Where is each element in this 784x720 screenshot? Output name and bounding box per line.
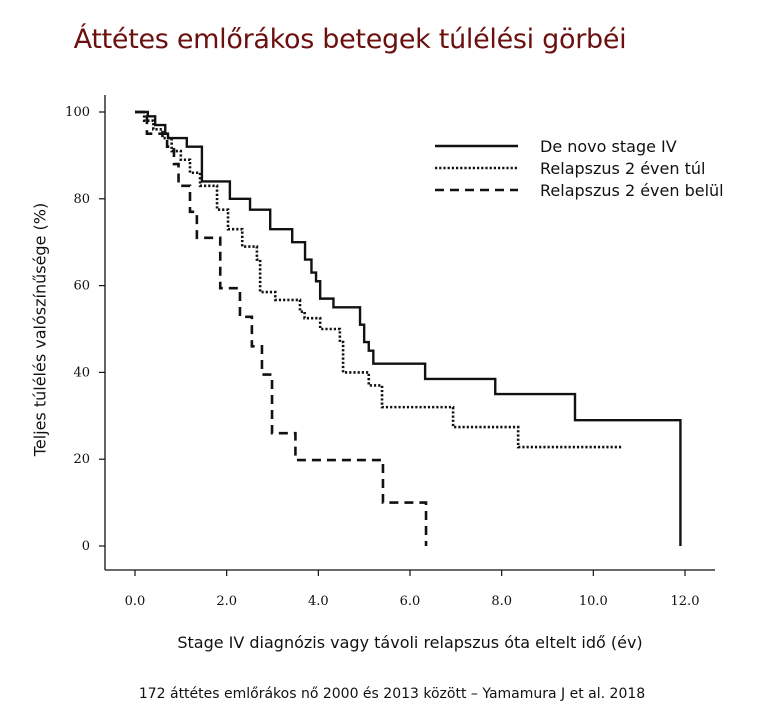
- y-tick-label: 40: [73, 365, 90, 380]
- legend-label: Relapszus 2 éven belül: [540, 181, 724, 200]
- x-tick-label: 2.0: [216, 594, 237, 609]
- y-axis-label: Teljes túlélés valószínűsége (%): [30, 202, 50, 457]
- legend: De novo stage IV Relapszus 2 éven túl Rela…: [435, 137, 724, 200]
- y-tick-label: 80: [73, 192, 90, 207]
- x-tick-label: 12.0: [671, 594, 700, 609]
- y-tick-label: 100: [65, 105, 90, 120]
- series-line-solid: [135, 110, 682, 546]
- caption: 172 áttétes emlőrákos nő 2000 és 2013 kö…: [138, 686, 646, 702]
- y-tick-label: 60: [73, 279, 90, 294]
- x-tick-label: 6.0: [400, 594, 421, 609]
- x-tick-label: 8.0: [491, 594, 512, 609]
- y-tick-label: 20: [73, 452, 90, 467]
- legend-label: De novo stage IV: [540, 137, 677, 156]
- x-tick-label: 4.0: [308, 594, 329, 609]
- x-tick-label: 0.0: [125, 594, 146, 609]
- chart-title: Áttétes emlőrákos betegek túlélési görbé…: [73, 24, 627, 55]
- legend-label: Relapszus 2 éven túl: [540, 159, 705, 178]
- series-line-dashed: [135, 110, 428, 546]
- series-line-dotted: [135, 110, 624, 449]
- x-tick-label: 10.0: [579, 594, 608, 609]
- x-axis-label: Stage IV diagnózis vagy távoli relapszus…: [177, 633, 643, 652]
- y-tick-label: 0: [82, 539, 90, 554]
